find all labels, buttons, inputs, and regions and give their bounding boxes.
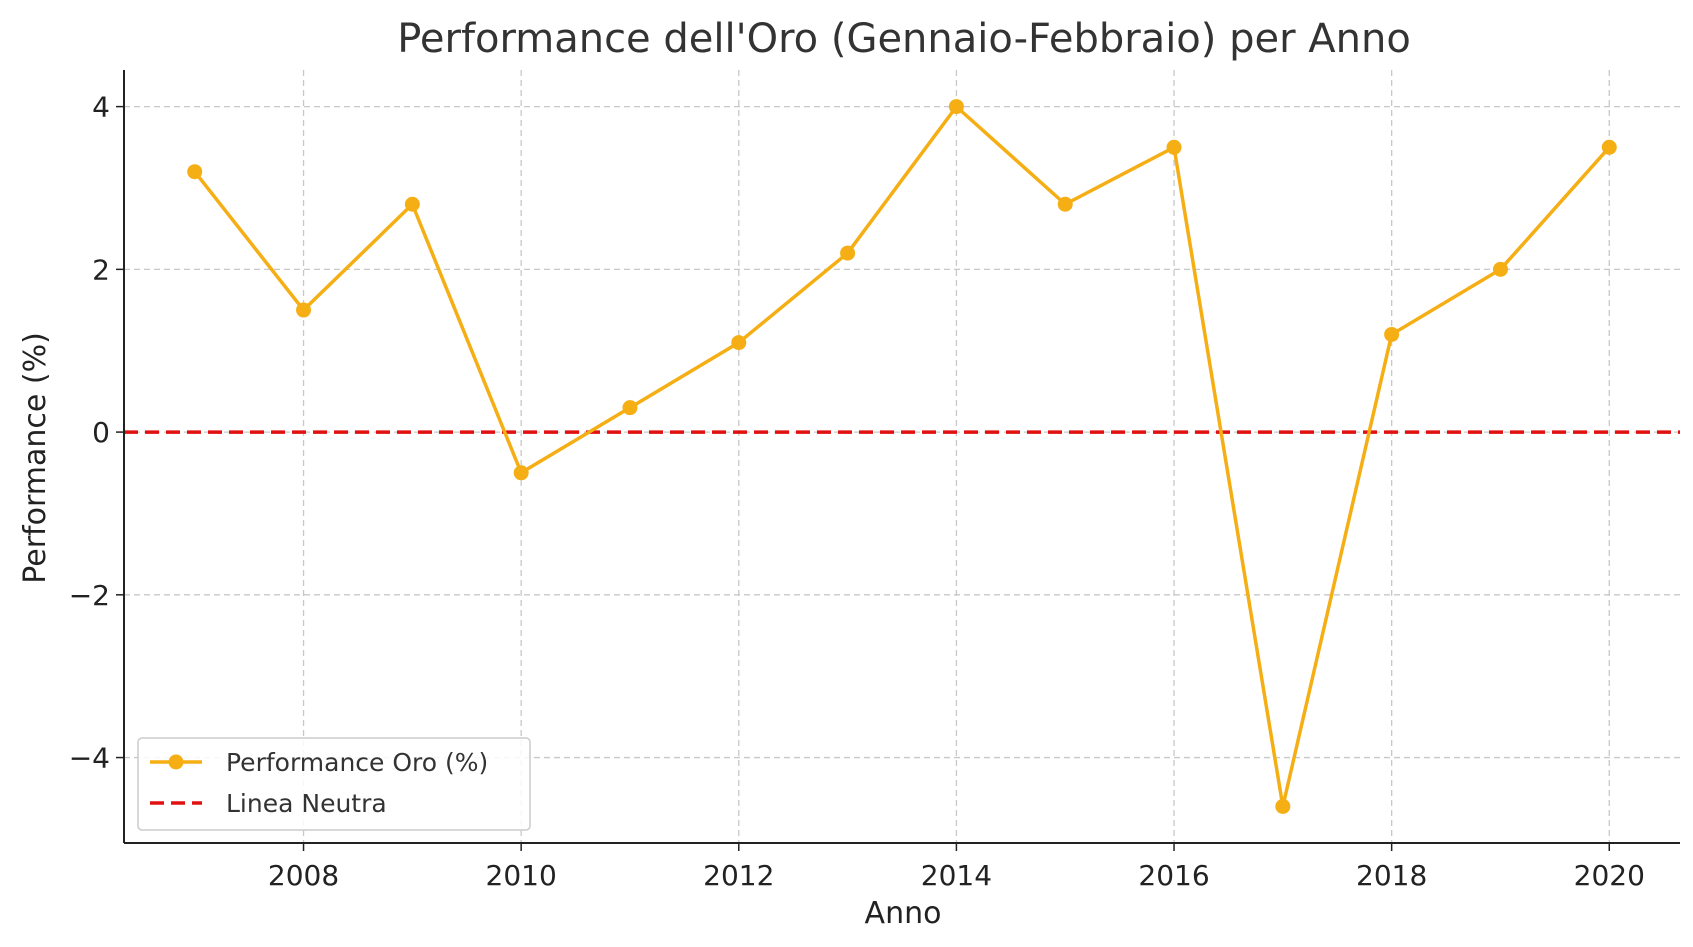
series-line-0: [193, 104, 1611, 809]
x-tick-label-2: 2012: [703, 859, 774, 892]
y-tick-label-0: −4: [69, 742, 110, 775]
tick-labels: 2008 2010 2012 2014 2016 2018 2020 −4 −2 0 2 4: [69, 91, 1645, 892]
series-layer: [187, 99, 1617, 814]
y-tick-label-4: 4: [92, 91, 110, 124]
axes: [116, 70, 1680, 851]
data-point-2019: [1492, 261, 1508, 277]
x-tick-label-5: 2018: [1356, 859, 1427, 892]
data-point-2013: [840, 245, 856, 261]
y-tick-label-2: 0: [92, 416, 110, 449]
data-point-2018: [1384, 326, 1400, 342]
data-point-2020: [1601, 139, 1617, 155]
data-point-2016: [1166, 139, 1182, 155]
x-tick-label-6: 2020: [1574, 859, 1645, 892]
legend-marker-series: [168, 754, 184, 770]
data-point-2017: [1275, 798, 1291, 814]
y-tick-label-1: −2: [69, 579, 110, 612]
grid: [124, 70, 1680, 843]
legend-box: [137, 737, 531, 831]
data-point-2010: [513, 465, 529, 481]
data-point-2009: [404, 196, 420, 212]
data-point-2012: [731, 335, 747, 351]
legend-label-reference: Linea Neutra: [226, 789, 387, 818]
data-point-2011: [622, 400, 638, 416]
x-tick-label-0: 2008: [268, 859, 339, 892]
data-point-2007: [187, 164, 203, 180]
legend: Performance Oro (%) Linea Neutra: [137, 737, 531, 831]
y-tick-label-3: 2: [92, 253, 110, 286]
data-point-2014: [948, 99, 964, 115]
chart-title: Performance dell'Oro (Gennaio-Febbraio) …: [397, 16, 1411, 62]
data-point-2015: [1057, 196, 1073, 212]
x-tick-label-1: 2010: [486, 859, 557, 892]
data-point-2008: [296, 302, 312, 318]
legend-label-series: Performance Oro (%): [226, 748, 488, 777]
x-tick-label-3: 2014: [921, 859, 992, 892]
x-axis-label: Anno: [865, 896, 942, 931]
y-axis-label: Performance (%): [18, 332, 53, 584]
x-tick-label-4: 2016: [1138, 859, 1209, 892]
